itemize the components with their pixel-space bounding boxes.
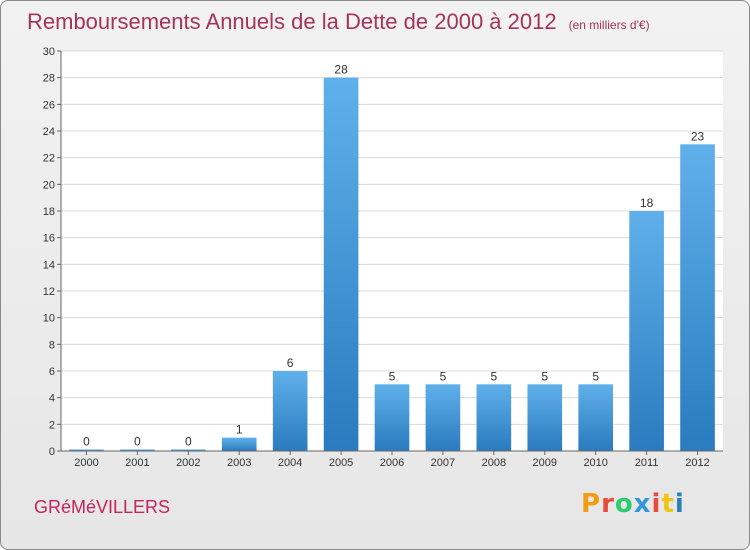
bar [374,384,410,451]
y-tick-label: 24 [43,126,55,138]
data-label: 1 [236,423,243,437]
data-label: 28 [334,63,348,77]
data-label: 5 [389,369,396,383]
y-tick-label: 8 [49,339,55,351]
data-label: 6 [287,356,294,370]
bar [69,449,104,451]
bar [221,437,257,451]
data-label: 5 [491,369,498,383]
chart-title-text: Remboursements Annuels de la Dette de 20… [27,9,557,34]
logo-letter: r [601,489,615,519]
commune-name: GRéMéVILLERS [34,497,171,517]
x-axis: 2000 2001 2002 2003 2004 2005 2006 2007 2008 2009… [61,450,723,469]
data-label: 5 [592,369,599,383]
x-tick-label: 2009 [533,457,557,469]
logo-letter: i [674,489,685,519]
chart-title: Remboursements Annuels de la Dette de 20… [27,9,650,35]
x-tick-label: 2007 [431,457,455,469]
chart-subtitle: (en milliers d'€) [568,18,650,32]
y-tick-label: 6 [49,366,55,378]
bar [476,384,512,451]
data-label: 0 [134,435,141,449]
x-tick-label: 2012 [685,457,709,469]
proxiti-logo: Proxiti [581,489,685,519]
bar [425,384,461,451]
y-tick-label: 4 [49,393,55,405]
data-label: 5 [541,369,548,383]
x-tick-label: 2000 [74,457,98,469]
y-tick-label: 2 [49,419,55,431]
bar [578,384,614,451]
x-tick-label: 2003 [227,457,251,469]
bar [272,371,308,451]
bar [527,384,563,451]
bars: 0 0 0 1 6 28 5 5 5 5 5 18 23 [69,63,715,452]
y-tick-label: 10 [43,313,55,325]
y-tick-label: 18 [43,206,55,218]
data-label: 18 [640,196,654,210]
data-label: 0 [83,435,90,449]
y-tick-label: 30 [43,46,55,58]
x-tick-label: 2010 [583,457,607,469]
data-label: 0 [185,435,192,449]
bar [629,211,664,451]
bar [170,449,206,451]
y-tick-label: 20 [43,179,55,191]
x-tick-label: 2006 [380,457,404,469]
y-tick-label: 12 [43,286,55,298]
y-tick-label: 26 [43,99,55,111]
y-tick-label: 28 [43,73,55,85]
x-tick-label: 2005 [329,457,353,469]
logo-letter: P [581,489,602,519]
y-tick-label: 0 [49,446,55,458]
logo-letter: t [661,489,675,519]
bar [680,144,715,452]
x-tick-label: 2001 [125,457,149,469]
x-tick-label: 2002 [176,457,200,469]
data-label: 5 [440,369,447,383]
logo-letter: i [651,489,662,519]
logo-letter: x [633,489,652,519]
y-tick-label: 22 [43,153,55,165]
bar [323,77,359,452]
x-tick-label: 2004 [278,457,302,469]
data-label: 23 [691,129,705,143]
logo-letter: o [614,489,634,519]
bar [120,449,155,451]
x-tick-label: 2011 [635,457,659,469]
y-tick-label: 14 [43,259,55,271]
y-tick-label: 16 [43,233,55,245]
x-tick-label: 2008 [482,457,506,469]
